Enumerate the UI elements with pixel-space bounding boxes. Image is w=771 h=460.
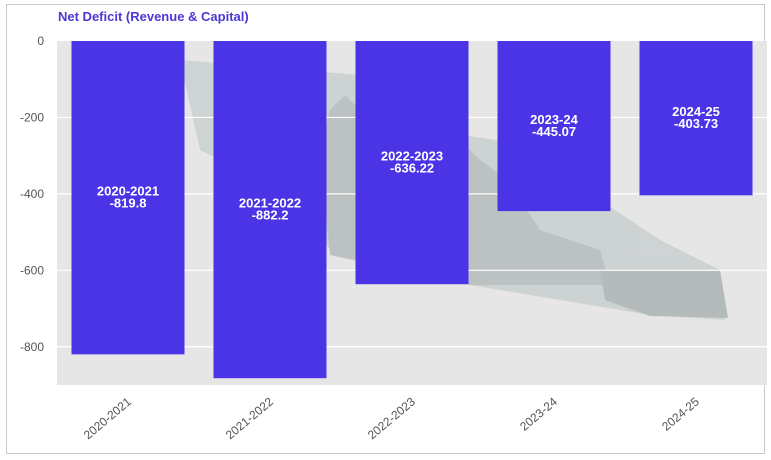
x-axis: 2020-2021 2021-2022 2022-2023 2023-24 2024-2… (81, 394, 702, 442)
bar (355, 41, 469, 285)
y-tick-label: 0 (37, 34, 44, 48)
y-tick-label: -200 (20, 110, 44, 124)
bar (213, 41, 327, 379)
chart-title: Net Deficit (Revenue & Capital) (58, 9, 249, 24)
bar (497, 41, 611, 212)
bar-data-label: -445.07 (532, 124, 576, 139)
bar-data-label: 2022-2023 (381, 149, 443, 164)
y-tick-label: -600 (20, 263, 44, 277)
bar (639, 41, 753, 196)
x-tick-label: 2021-2022 (223, 394, 276, 442)
bar (71, 41, 185, 355)
x-tick-label: 2022-2023 (365, 394, 418, 442)
bar-data-label: -819.8 (110, 196, 147, 211)
bar-data-label: -636.22 (390, 161, 434, 176)
bar-data-label: 2020-2021 (97, 184, 159, 199)
bar-labels: 2020-2021-819.8 2021-2022-882.22022-2023-… (97, 104, 720, 222)
x-tick-label: 2020-2021 (81, 394, 134, 442)
bar-data-label: 2024-25 (672, 104, 720, 119)
y-tick-label: -400 (20, 187, 44, 201)
bar-data-label: -403.73 (674, 116, 718, 131)
x-tick-label: 2024-25 (659, 394, 702, 433)
bar-data-label: 2023-24 (530, 112, 578, 127)
bar-data-label: -882.2 (252, 208, 289, 223)
x-tick-label: 2023-24 (517, 394, 560, 433)
bars (71, 41, 753, 379)
y-axis: 0 -200 -400 -600 -800 (20, 34, 44, 354)
bar-data-label: 2021-2022 (239, 196, 301, 211)
y-tick-label: -800 (20, 340, 44, 354)
